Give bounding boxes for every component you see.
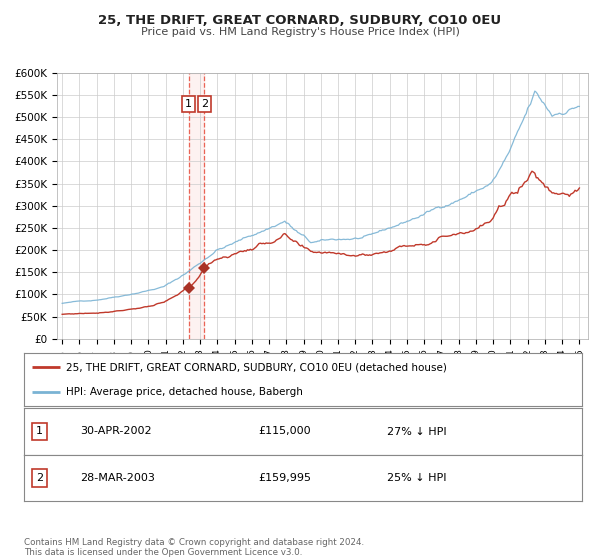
Text: 1: 1 xyxy=(36,427,43,436)
Text: 27% ↓ HPI: 27% ↓ HPI xyxy=(387,427,446,436)
Text: £115,000: £115,000 xyxy=(259,427,311,436)
Text: Price paid vs. HM Land Registry's House Price Index (HPI): Price paid vs. HM Land Registry's House … xyxy=(140,27,460,37)
Text: 1: 1 xyxy=(185,99,192,109)
Text: HPI: Average price, detached house, Babergh: HPI: Average price, detached house, Babe… xyxy=(66,386,303,396)
Bar xyxy=(188,73,204,339)
Text: 25, THE DRIFT, GREAT CORNARD, SUDBURY, CO10 0EU: 25, THE DRIFT, GREAT CORNARD, SUDBURY, C… xyxy=(98,14,502,27)
Text: £159,995: £159,995 xyxy=(259,473,311,483)
Text: 30-APR-2002: 30-APR-2002 xyxy=(80,427,151,436)
Text: 2: 2 xyxy=(200,99,208,109)
Text: 28-MAR-2003: 28-MAR-2003 xyxy=(80,473,155,483)
Text: 25, THE DRIFT, GREAT CORNARD, SUDBURY, CO10 0EU (detached house): 25, THE DRIFT, GREAT CORNARD, SUDBURY, C… xyxy=(66,362,447,372)
Text: 25% ↓ HPI: 25% ↓ HPI xyxy=(387,473,446,483)
Text: 2: 2 xyxy=(36,473,43,483)
Text: Contains HM Land Registry data © Crown copyright and database right 2024.
This d: Contains HM Land Registry data © Crown c… xyxy=(24,538,364,557)
